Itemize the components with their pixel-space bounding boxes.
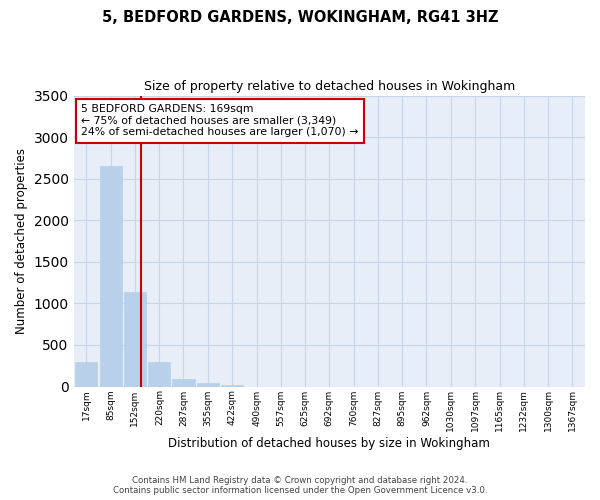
Bar	[148, 362, 170, 386]
Bar	[124, 292, 146, 386]
Text: 5 BEDFORD GARDENS: 169sqm
← 75% of detached houses are smaller (3,349)
24% of se: 5 BEDFORD GARDENS: 169sqm ← 75% of detac…	[81, 104, 359, 138]
Bar	[75, 362, 97, 386]
Bar	[221, 385, 243, 386]
Y-axis label: Number of detached properties: Number of detached properties	[15, 148, 28, 334]
Bar	[172, 379, 194, 386]
Bar	[197, 383, 219, 386]
Text: 5, BEDFORD GARDENS, WOKINGHAM, RG41 3HZ: 5, BEDFORD GARDENS, WOKINGHAM, RG41 3HZ	[102, 10, 498, 25]
Text: Contains HM Land Registry data © Crown copyright and database right 2024.
Contai: Contains HM Land Registry data © Crown c…	[113, 476, 487, 495]
Title: Size of property relative to detached houses in Wokingham: Size of property relative to detached ho…	[143, 80, 515, 93]
X-axis label: Distribution of detached houses by size in Wokingham: Distribution of detached houses by size …	[169, 437, 490, 450]
Bar	[100, 166, 122, 386]
